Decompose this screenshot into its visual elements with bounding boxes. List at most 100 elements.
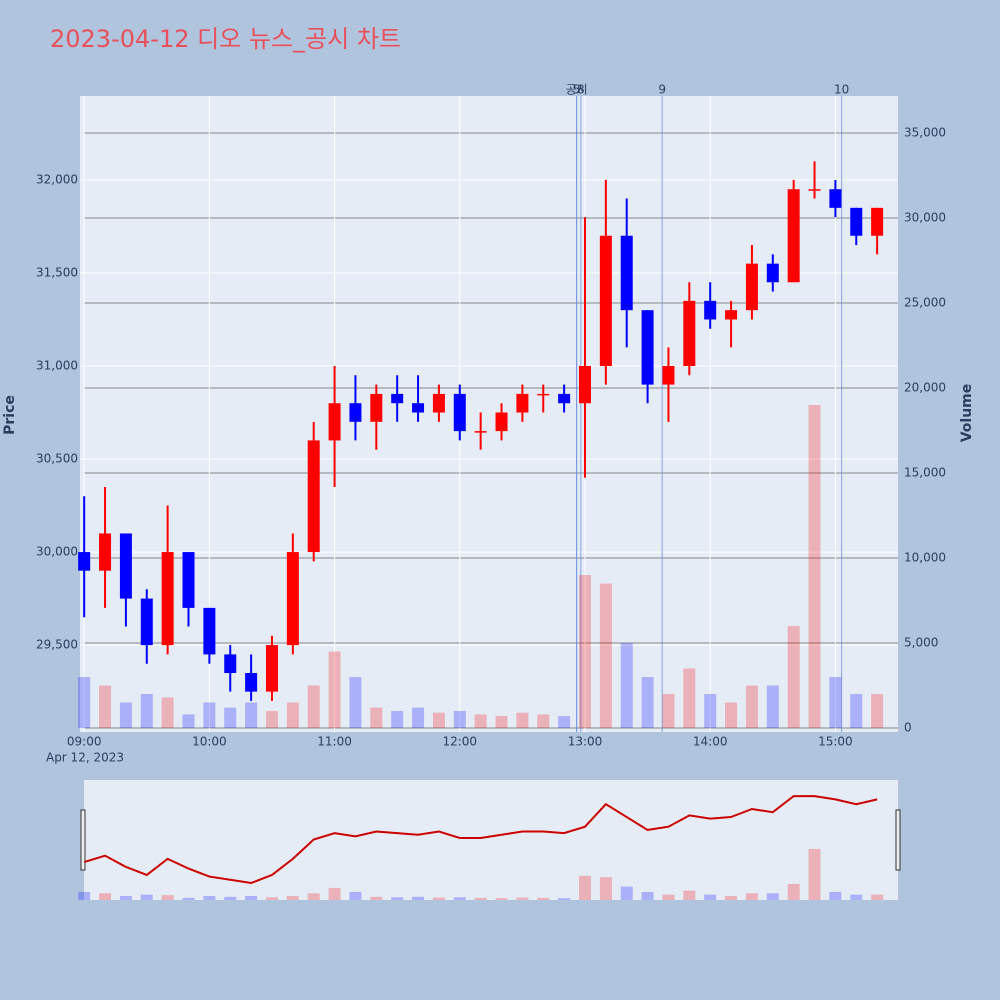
y2-tick-label: 20,000 xyxy=(904,381,946,395)
candle-body xyxy=(99,533,112,571)
volume-bar xyxy=(99,685,112,728)
volume-bar xyxy=(224,707,237,728)
volume-bar xyxy=(203,702,216,728)
volume-bar xyxy=(265,711,278,728)
mini-volume-bar xyxy=(286,895,299,900)
volume-bar xyxy=(787,626,800,728)
volume-bar xyxy=(725,702,738,728)
y2-tick-label: 30,000 xyxy=(904,211,946,225)
volume-bar xyxy=(662,694,675,728)
volume-bar xyxy=(182,714,195,728)
mini-volume-bar xyxy=(391,897,404,900)
x-tick-label: 15:00 xyxy=(818,735,853,749)
mini-volume-bar xyxy=(140,894,153,900)
y-tick-label: 32,000 xyxy=(36,172,78,186)
candle-body xyxy=(620,235,633,311)
candle-body xyxy=(745,263,758,311)
mini-volume-bar xyxy=(412,896,425,900)
candle-body xyxy=(850,207,863,236)
mini-volume-bar xyxy=(453,897,466,900)
volume-bar xyxy=(140,694,153,728)
volume-bar xyxy=(245,702,258,728)
candle-body xyxy=(432,393,445,413)
volume-bar xyxy=(745,685,758,728)
candle-body xyxy=(474,431,487,433)
mini-volume-bar xyxy=(495,898,508,900)
volume-bar xyxy=(370,707,383,728)
x-sublabel: Apr 12, 2023 xyxy=(46,751,124,765)
candle-body xyxy=(203,607,216,655)
x-tick-label: 09:00 xyxy=(67,735,102,749)
volume-bar xyxy=(432,712,445,728)
volume-bar xyxy=(391,711,404,728)
candle-body xyxy=(578,365,591,404)
mini-volume-bar xyxy=(224,896,237,900)
y2-tick-label: 15,000 xyxy=(904,466,946,480)
candle-body xyxy=(787,189,800,283)
candle-body xyxy=(516,393,529,413)
mini-volume-bar xyxy=(558,898,571,900)
candle-body xyxy=(537,393,550,396)
candle-body xyxy=(265,645,278,692)
mini-volume-bar xyxy=(537,897,550,900)
candle-body xyxy=(140,598,153,646)
annotation-label: 9 xyxy=(658,83,666,97)
mini-volume-bar xyxy=(119,895,132,900)
candle-body xyxy=(808,189,821,191)
y2-tick-label: 5,000 xyxy=(904,636,938,650)
volume-bar xyxy=(453,711,466,728)
annotation-label: 8 xyxy=(577,83,585,97)
y2-tick-label: 25,000 xyxy=(904,296,946,310)
candle-body xyxy=(78,552,91,571)
volume-bar xyxy=(495,716,508,728)
x-tick-label: 11:00 xyxy=(317,735,352,749)
mini-volume-bar xyxy=(745,893,758,900)
candle-body xyxy=(641,310,654,385)
y2-axis-title: Volume xyxy=(959,384,975,443)
x-tick-label: 10:00 xyxy=(192,735,227,749)
mini-volume-bar xyxy=(265,897,278,900)
candle-body xyxy=(725,310,738,320)
slider-handle[interactable] xyxy=(80,809,86,871)
mini-volume-bar xyxy=(78,891,91,900)
mini-volume-bar xyxy=(182,897,195,900)
candle-body xyxy=(495,412,508,432)
mini-volume-bar xyxy=(328,887,341,900)
range-slider[interactable] xyxy=(84,780,898,900)
mini-volume-bar xyxy=(245,895,258,900)
volume-bar xyxy=(119,702,132,728)
volume-bar xyxy=(850,694,863,728)
mini-volume-bar xyxy=(662,894,675,900)
candle-body xyxy=(599,235,612,366)
annotation-label: 공시 xyxy=(566,83,588,97)
y-tick-label: 30,500 xyxy=(36,452,78,466)
candle-body xyxy=(182,552,195,608)
volume-bar xyxy=(578,575,591,728)
volume-bar xyxy=(474,714,487,728)
candle-body xyxy=(349,403,362,422)
mini-volume-bar xyxy=(808,848,821,900)
candle-body xyxy=(286,552,299,646)
candle-body xyxy=(871,207,884,236)
volume-bar xyxy=(537,714,550,728)
candle-body xyxy=(391,393,404,404)
x-tick-label: 12:00 xyxy=(442,735,477,749)
volume-bar xyxy=(704,694,717,728)
y-axis-title: Price xyxy=(2,395,18,435)
slider-handle[interactable] xyxy=(895,809,901,871)
y2-tick-label: 35,000 xyxy=(904,126,946,140)
candle-body xyxy=(370,393,383,422)
mini-volume-bar xyxy=(474,897,487,900)
mini-volume-bar xyxy=(432,897,445,900)
volume-bar xyxy=(829,677,842,728)
mini-volume-bar xyxy=(578,875,591,900)
volume-bar xyxy=(328,651,341,728)
volume-bar xyxy=(766,685,779,728)
candle-body xyxy=(412,403,425,413)
y-tick-label: 31,000 xyxy=(36,358,78,372)
volume-bar xyxy=(620,643,633,728)
volume-bar xyxy=(161,697,174,728)
mini-volume-bar xyxy=(620,886,633,900)
candle-body xyxy=(245,673,258,692)
